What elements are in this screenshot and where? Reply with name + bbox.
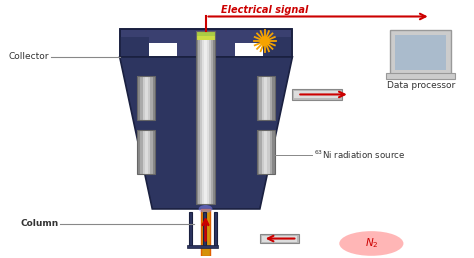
Bar (196, 31, 198, 204)
Bar (207, 31, 209, 204)
Bar (264, 130, 267, 174)
Bar (214, 212, 218, 246)
Bar (209, 31, 211, 204)
Bar (262, 76, 264, 120)
Bar (137, 76, 155, 120)
Bar (137, 130, 140, 174)
Text: Data processor: Data processor (387, 81, 455, 90)
Bar (143, 76, 145, 120)
Bar (294, 91, 340, 98)
Bar (272, 76, 274, 120)
Bar (235, 43, 263, 57)
Bar (270, 130, 272, 174)
Bar (257, 76, 259, 120)
Bar (198, 31, 200, 204)
Bar (201, 209, 210, 256)
Bar (262, 130, 264, 174)
Bar (145, 76, 147, 120)
Bar (137, 130, 155, 174)
Bar (213, 31, 215, 204)
Bar (120, 29, 292, 57)
Bar (187, 245, 219, 248)
Bar (196, 36, 215, 40)
Bar (196, 31, 215, 36)
Bar (137, 76, 140, 120)
Bar (204, 31, 207, 204)
Bar (257, 130, 274, 174)
Bar (257, 130, 259, 174)
Bar (153, 76, 155, 120)
Bar (267, 76, 270, 120)
Text: Collector: Collector (8, 52, 49, 61)
Bar (202, 212, 206, 246)
Bar (202, 31, 204, 204)
Bar (150, 76, 153, 120)
Bar (145, 130, 147, 174)
Bar (189, 212, 192, 246)
Bar (196, 31, 215, 204)
Bar (262, 236, 297, 241)
Bar (259, 76, 262, 120)
Bar (264, 76, 267, 120)
Bar (140, 130, 143, 174)
Bar (257, 76, 274, 120)
Bar (270, 76, 272, 120)
Bar (260, 233, 299, 244)
Bar (143, 130, 145, 174)
Text: $N_2$: $N_2$ (365, 237, 378, 250)
FancyBboxPatch shape (390, 30, 451, 74)
Text: $^{63}$Ni radiation source: $^{63}$Ni radiation source (314, 148, 405, 161)
Ellipse shape (339, 231, 403, 256)
Text: Column: Column (20, 219, 58, 228)
Bar (267, 130, 270, 174)
Bar (263, 37, 292, 57)
Bar (259, 130, 262, 174)
Bar (292, 88, 342, 100)
Bar (120, 29, 292, 57)
Bar (147, 130, 150, 174)
Circle shape (260, 36, 270, 46)
Polygon shape (120, 57, 292, 209)
Bar (200, 31, 202, 204)
Bar (120, 37, 149, 57)
Bar (211, 31, 213, 204)
Bar (395, 35, 447, 70)
Bar (153, 130, 155, 174)
Bar (147, 76, 150, 120)
Bar (140, 76, 143, 120)
FancyBboxPatch shape (386, 73, 455, 79)
Ellipse shape (199, 205, 212, 213)
Bar (149, 43, 177, 57)
Bar (272, 130, 274, 174)
Bar (150, 130, 153, 174)
Text: Electrical signal: Electrical signal (221, 5, 309, 15)
